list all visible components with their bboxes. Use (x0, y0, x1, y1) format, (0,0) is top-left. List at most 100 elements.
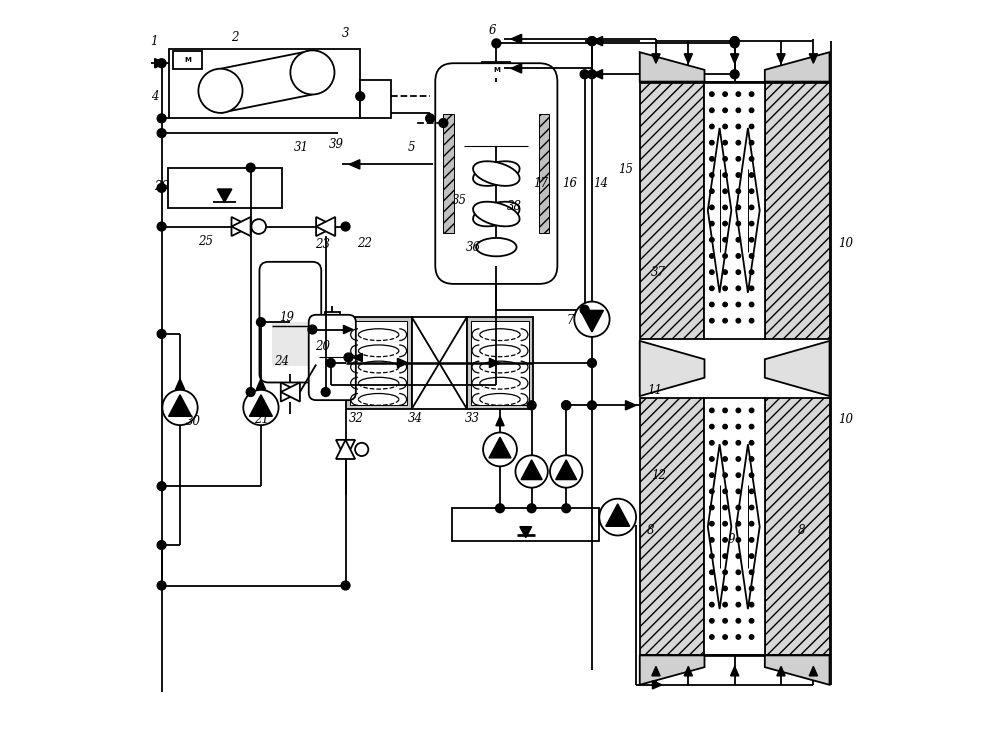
Circle shape (321, 388, 330, 397)
Polygon shape (606, 504, 630, 526)
Circle shape (736, 205, 741, 209)
Circle shape (710, 635, 714, 639)
Circle shape (736, 554, 741, 559)
Circle shape (710, 318, 714, 323)
Circle shape (710, 205, 714, 209)
Polygon shape (175, 379, 185, 389)
Polygon shape (232, 217, 251, 236)
Bar (482, 62, 510, 78)
Circle shape (723, 635, 727, 639)
Circle shape (723, 302, 727, 307)
Polygon shape (777, 54, 785, 63)
Circle shape (749, 522, 754, 526)
Circle shape (198, 69, 243, 113)
Circle shape (251, 219, 266, 234)
Circle shape (723, 425, 727, 429)
Circle shape (730, 70, 739, 79)
Bar (173, 51, 202, 69)
Circle shape (588, 37, 596, 46)
Circle shape (723, 618, 727, 623)
Polygon shape (489, 358, 500, 368)
Polygon shape (777, 666, 785, 676)
Polygon shape (316, 217, 335, 236)
Circle shape (599, 499, 636, 536)
Text: 35: 35 (452, 195, 467, 207)
Polygon shape (521, 460, 542, 480)
Circle shape (723, 173, 727, 177)
Circle shape (723, 318, 727, 323)
Circle shape (723, 205, 727, 209)
Polygon shape (592, 37, 603, 46)
Circle shape (736, 602, 741, 607)
Circle shape (749, 570, 754, 574)
Circle shape (710, 457, 714, 461)
Circle shape (736, 522, 741, 526)
Polygon shape (511, 35, 522, 43)
Circle shape (736, 441, 741, 445)
Circle shape (710, 92, 714, 97)
Circle shape (723, 221, 727, 226)
Circle shape (710, 586, 714, 590)
Text: 37: 37 (651, 266, 666, 279)
Circle shape (710, 189, 714, 193)
Text: 11: 11 (647, 384, 662, 397)
Circle shape (341, 222, 350, 231)
Circle shape (515, 455, 548, 488)
Text: 2: 2 (232, 31, 239, 44)
Circle shape (710, 302, 714, 307)
Circle shape (736, 538, 741, 542)
Circle shape (355, 443, 368, 456)
Circle shape (736, 618, 741, 623)
Circle shape (356, 92, 365, 101)
Circle shape (749, 408, 754, 413)
Polygon shape (809, 666, 817, 676)
Circle shape (736, 173, 741, 177)
Circle shape (736, 425, 741, 429)
Circle shape (749, 205, 754, 209)
Circle shape (344, 353, 353, 362)
Circle shape (749, 221, 754, 226)
Circle shape (736, 408, 741, 413)
Circle shape (736, 189, 741, 193)
Ellipse shape (473, 161, 520, 186)
Circle shape (730, 37, 739, 46)
Polygon shape (684, 54, 692, 63)
Circle shape (749, 473, 754, 478)
Bar (640, 398, 704, 655)
Circle shape (749, 286, 754, 290)
Polygon shape (765, 341, 830, 396)
Circle shape (723, 538, 727, 542)
Circle shape (723, 602, 727, 607)
Text: 39: 39 (329, 138, 344, 150)
Circle shape (723, 189, 727, 193)
Circle shape (157, 114, 166, 123)
Circle shape (710, 141, 714, 145)
Circle shape (723, 254, 727, 258)
Circle shape (710, 473, 714, 478)
Circle shape (749, 237, 754, 242)
Circle shape (157, 184, 166, 192)
Circle shape (588, 37, 596, 46)
Text: 5: 5 (408, 142, 416, 154)
Bar (350, 321, 407, 405)
Circle shape (723, 108, 727, 113)
Polygon shape (640, 52, 704, 82)
Circle shape (580, 70, 589, 79)
Circle shape (290, 50, 334, 94)
Circle shape (749, 425, 754, 429)
Circle shape (723, 473, 727, 478)
Circle shape (257, 318, 265, 326)
Circle shape (492, 39, 501, 48)
Circle shape (527, 504, 536, 513)
Circle shape (736, 586, 741, 590)
Circle shape (749, 318, 754, 323)
Text: 1: 1 (151, 35, 158, 48)
Circle shape (736, 237, 741, 242)
Ellipse shape (473, 202, 520, 226)
Circle shape (157, 129, 166, 138)
Circle shape (723, 554, 727, 559)
Circle shape (749, 457, 754, 461)
Bar (360, 80, 391, 119)
Circle shape (326, 359, 335, 368)
Bar (704, 398, 765, 655)
